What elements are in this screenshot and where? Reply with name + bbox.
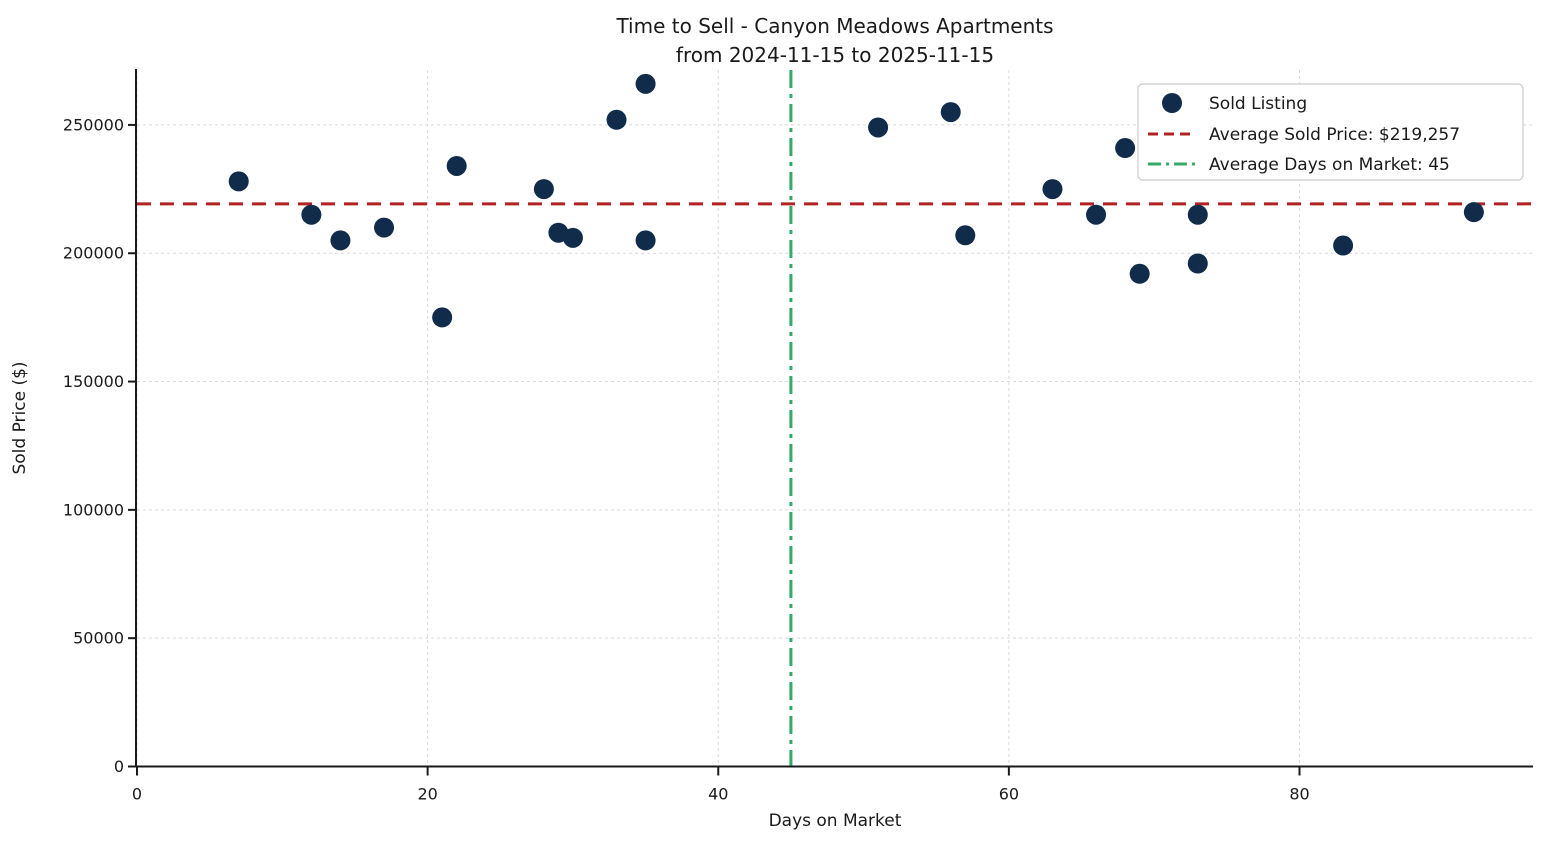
sold-listing-point — [635, 73, 656, 94]
sold-listing-point — [446, 155, 467, 176]
y-tick-label: 250000 — [63, 115, 124, 134]
legend-sold-listing-marker-icon — [1162, 93, 1182, 113]
legend-label-sold-listing: Sold Listing — [1209, 94, 1307, 114]
sold-listing-point — [374, 217, 395, 238]
sold-listing-point — [301, 204, 322, 225]
y-tick-label: 150000 — [63, 372, 124, 391]
sold-listing-point — [1115, 138, 1136, 159]
chart-title-line1: Time to Sell - Canyon Meadows Apartments — [615, 14, 1053, 38]
legend: Sold Listing Average Sold Price: $219,25… — [1137, 83, 1524, 181]
y-tick-label: 200000 — [63, 244, 124, 263]
sold-listing-point — [940, 102, 961, 123]
x-tick-label: 60 — [999, 785, 1019, 804]
sold-listing-point — [1042, 179, 1063, 200]
sold-listing-point — [955, 225, 976, 246]
chart-title-line2: from 2024-11-15 to 2025-11-15 — [676, 43, 994, 67]
sold-listing-point — [606, 109, 627, 130]
x-tick-label: 0 — [132, 785, 142, 804]
x-tick-label: 20 — [417, 785, 437, 804]
y-tick-label: 100000 — [63, 500, 124, 519]
sold-listing-point — [868, 117, 889, 138]
sold-listing-point — [1187, 204, 1208, 225]
sold-listing-point — [533, 179, 554, 200]
sold-listing-point — [635, 230, 656, 251]
sold-listing-point — [228, 171, 249, 192]
sold-listing-point — [1187, 253, 1208, 274]
sold-listing-point — [562, 227, 583, 248]
sold-listing-point — [1086, 204, 1107, 225]
legend-box — [1137, 83, 1524, 181]
sold-listing-point — [1129, 263, 1150, 284]
x-tick-label: 40 — [708, 785, 728, 804]
sold-listing-points — [228, 73, 1484, 328]
sold-listing-point — [432, 307, 453, 328]
x-tick-label: 80 — [1289, 785, 1309, 804]
sold-listing-point — [1333, 235, 1354, 256]
sold-listing-point — [1463, 202, 1484, 223]
axis-ticks — [128, 123, 1301, 776]
legend-label-average-days-on-market: Average Days on Market: 45 — [1209, 155, 1450, 175]
sold-listing-point — [330, 230, 351, 251]
legend-label-average-sold-price: Average Sold Price: $219,257 — [1209, 125, 1460, 145]
y-axis-label: Sold Price ($) — [10, 361, 30, 474]
y-tick-label: 0 — [114, 757, 124, 776]
axis-tick-labels: 0 20 40 60 80 0 50000 100000 150000 200000 250000 — [63, 115, 1310, 803]
y-tick-label: 50000 — [73, 629, 124, 648]
x-axis-label: Days on Market — [769, 811, 902, 831]
